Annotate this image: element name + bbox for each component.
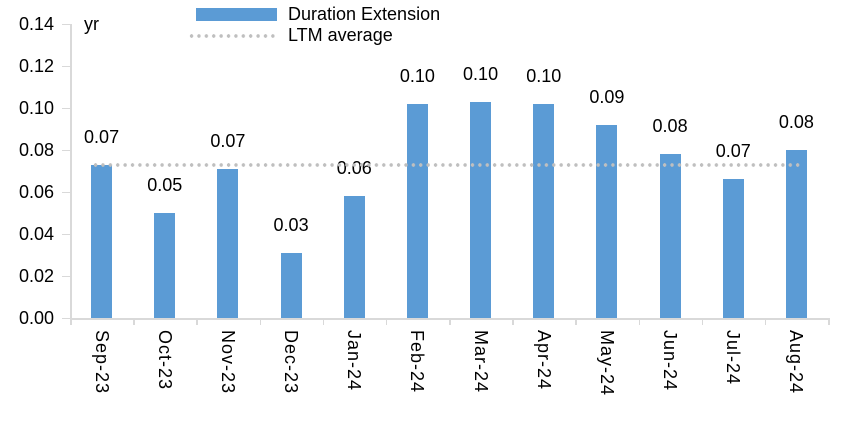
x-axis-tick-label: Nov-23: [217, 330, 238, 395]
y-axis-tick: [62, 65, 70, 67]
legend-label-ltm-average: LTM average: [288, 25, 393, 45]
bar-value-label: 0.10: [463, 63, 499, 84]
bar-value-label: 0.03: [273, 214, 309, 235]
x-axis-line: [70, 318, 830, 320]
x-axis-tick-label: Jun-24: [660, 330, 681, 392]
y-axis-tick: [62, 317, 70, 319]
x-axis-tick: [828, 320, 830, 325]
x-axis-tick: [133, 320, 135, 325]
x-axis-tick: [638, 320, 640, 325]
x-axis-tick-label: Mar-24: [470, 330, 491, 394]
legend-bar-swatch-icon: [196, 8, 277, 21]
y-axis-tick-label: 0.14: [18, 14, 54, 34]
bar: [154, 213, 176, 318]
x-axis-tick-label: Sep-23: [91, 330, 112, 395]
ltm-average-line: [91, 162, 801, 167]
y-axis-tick: [62, 23, 70, 25]
y-axis-tick-label: 0.12: [18, 56, 54, 76]
bar-value-label: 0.07: [715, 141, 751, 162]
x-axis-tick-label: Jul-24: [723, 330, 744, 386]
x-axis-tick-label: Jan-24: [344, 330, 365, 392]
y-axis-tick: [62, 275, 70, 277]
bar: [659, 154, 681, 318]
legend-dotted-line-swatch-icon: [188, 33, 277, 38]
bar: [91, 164, 113, 318]
y-axis-tick: [62, 149, 70, 151]
bar: [596, 124, 618, 318]
x-axis-tick-label: Aug-24: [786, 330, 807, 395]
bar: [406, 103, 428, 318]
bar-value-label: 0.10: [399, 65, 435, 86]
bar-value-label: 0.07: [210, 130, 246, 151]
legend-item-ltm-average: LTM average: [188, 25, 440, 46]
legend-label-duration-extension: Duration Extension: [288, 4, 441, 24]
x-axis-tick-label: Dec-23: [281, 330, 302, 395]
x-axis-tick: [385, 320, 388, 325]
bar: [343, 196, 365, 318]
x-axis-tick: [512, 320, 514, 325]
bar-value-label: 0.07: [84, 126, 120, 147]
y-axis-unit-label: yr: [84, 14, 99, 34]
x-axis-tick: [575, 320, 577, 325]
x-axis-tick: [70, 320, 72, 325]
x-axis-tick: [701, 320, 704, 325]
y-axis-tick: [62, 233, 70, 235]
y-axis-tick: [62, 107, 70, 109]
x-axis-tick-label: Apr-24: [533, 330, 554, 391]
bar: [217, 168, 239, 318]
bar: [722, 179, 744, 318]
x-axis-tick-label: Feb-24: [407, 330, 428, 394]
bar-value-label: 0.06: [336, 158, 372, 179]
bar-value-label: 0.08: [778, 112, 814, 132]
bar-value-label: 0.10: [526, 65, 562, 86]
legend: Duration Extension LTM average: [188, 4, 440, 46]
y-axis-line: [70, 24, 72, 318]
y-axis-tick-label: 0.02: [18, 266, 54, 286]
bar-value-label: 0.08: [652, 116, 688, 137]
x-axis-tick: [764, 320, 767, 325]
y-axis-tick-label: 0.00: [18, 308, 54, 328]
x-axis-tick: [449, 320, 451, 325]
x-axis-tick-label: Oct-23: [154, 330, 175, 391]
y-axis-tick-label: 0.10: [18, 98, 54, 118]
bar: [533, 103, 555, 318]
bar-value-label: 0.05: [147, 175, 183, 195]
y-axis-tick-label: 0.04: [18, 224, 54, 244]
x-axis-tick: [196, 320, 198, 325]
x-axis-tick: [322, 320, 325, 325]
y-axis-tick: [62, 191, 70, 193]
bar: [470, 101, 492, 318]
x-axis-tick: [259, 320, 261, 325]
bar: [280, 252, 302, 318]
x-axis-tick-label: May-24: [596, 330, 617, 397]
bar: [785, 150, 807, 318]
bar-value-label: 0.09: [589, 86, 625, 107]
legend-item-duration-extension: Duration Extension: [188, 4, 440, 25]
y-axis-tick-label: 0.06: [18, 182, 54, 202]
y-axis-tick-label: 0.08: [18, 140, 54, 160]
